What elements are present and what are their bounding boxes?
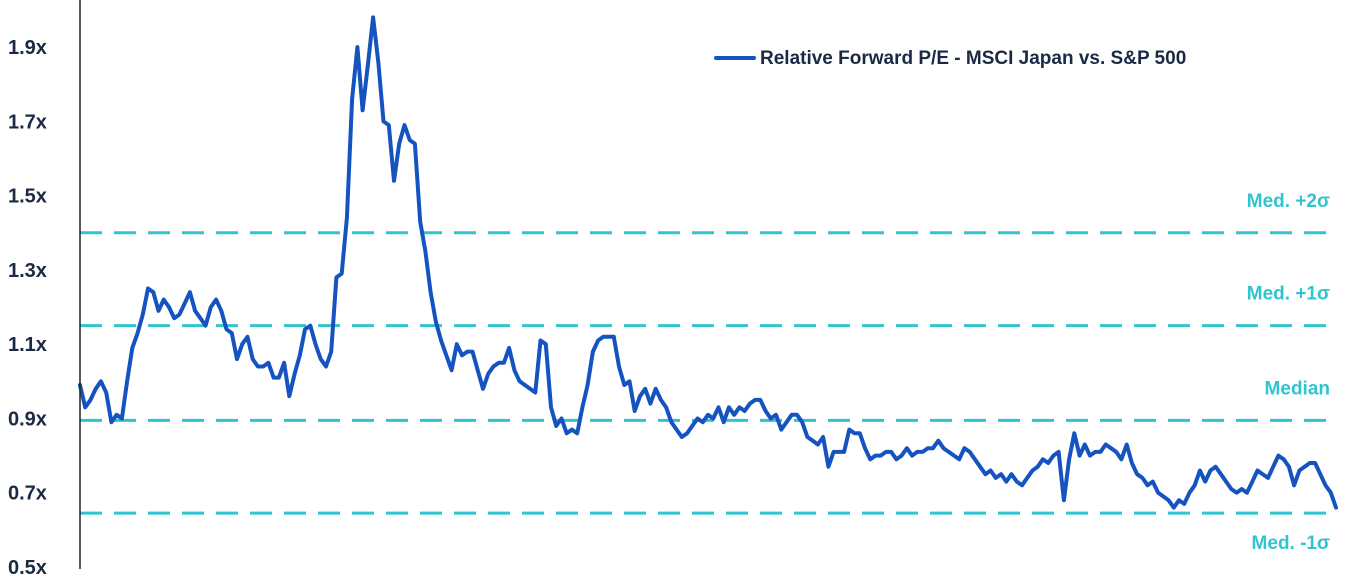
y-tick-label: 1.9x xyxy=(8,37,47,59)
y-tick-label: 0.9x xyxy=(8,408,47,430)
y-tick-label: 1.1x xyxy=(8,334,47,356)
y-tick-label: 1.7x xyxy=(8,111,47,133)
reference-line-label: Med. +2σ xyxy=(1247,191,1330,212)
legend: Relative Forward P/E - MSCI Japan vs. S&… xyxy=(714,48,1186,69)
y-tick-label: 1.3x xyxy=(8,260,47,282)
y-tick-label: 0.7x xyxy=(8,483,47,505)
y-tick-label: 1.5x xyxy=(8,186,47,208)
reference-line-label: Med. -1σ xyxy=(1252,533,1330,554)
series-line xyxy=(78,15,1338,510)
legend-label: Relative Forward P/E - MSCI Japan vs. S&… xyxy=(760,48,1186,69)
series-layer xyxy=(78,15,1338,510)
reference-lines: Med. +2σ Med. +1σ Median Med. -1σ xyxy=(80,191,1336,554)
y-tick-label: 0.5x xyxy=(8,557,47,579)
reference-line-label: Median xyxy=(1265,378,1330,399)
reference-line-label: Med. +1σ xyxy=(1247,284,1330,305)
y-tick-labels: 0.5x 0.7x 0.9x 1.1x 1.3x 1.5x 1.7x 1.9x xyxy=(8,37,47,579)
